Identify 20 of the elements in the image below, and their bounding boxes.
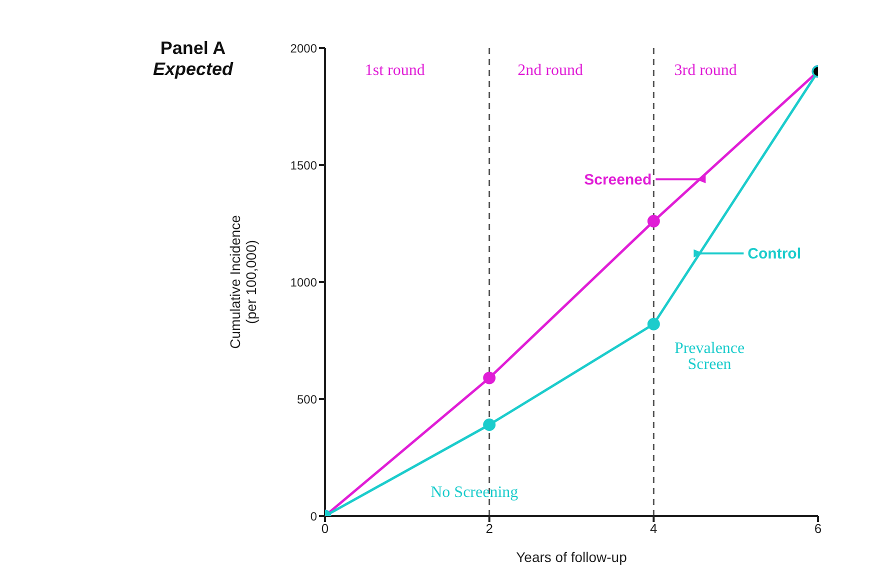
y-tick-label: 500 [296,392,318,406]
x-axis-title: Years of follow-up [516,549,628,565]
y-tick-label: 1000 [290,275,318,290]
series-label: Screened [584,171,652,188]
text: Expected [152,59,234,80]
y-tick-label: 2000 [290,41,318,56]
x-tick-label: 0 [321,521,329,536]
legend-label: Control [748,246,802,263]
x-tick-label: 6 [814,521,822,536]
annotation: 3rd round [673,62,738,80]
y-axis-title: Cumulative Incidence (per 100,000) [227,214,259,349]
annotation: 1st round [364,62,426,80]
annotation: 2nd round [516,62,584,80]
x-tick-label: 4 [650,521,658,536]
x-tick-label: 2 [486,521,493,536]
annotation: No Screening [430,484,520,501]
chart-title: Panel A [159,38,227,59]
y-tick-label: 1500 [290,158,318,172]
annotation: Prevalence Screen [673,340,746,373]
y-tick-label: 0 [310,509,318,524]
